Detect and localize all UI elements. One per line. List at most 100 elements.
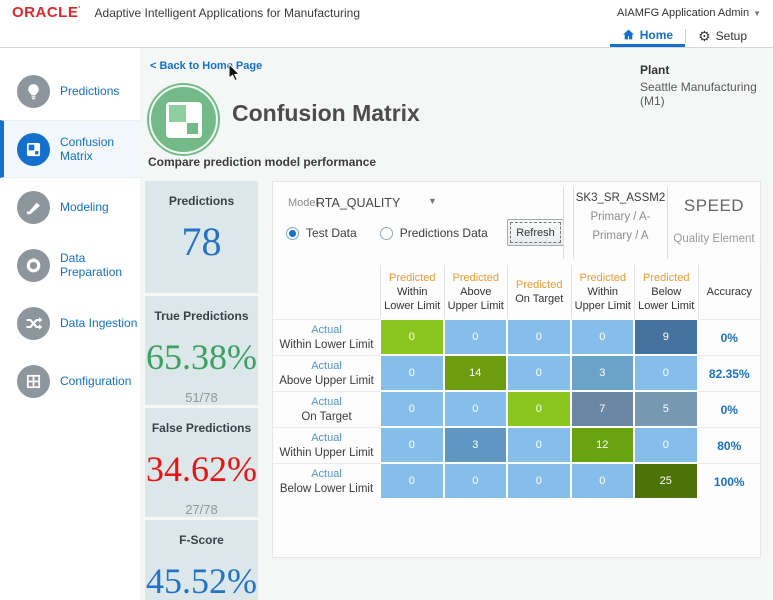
- stat-card-true-predictions: True Predictions 65.38% 51/78: [145, 296, 258, 405]
- stat-card-f-score: F-Score 45.52%: [145, 520, 258, 600]
- configuration-icon: [17, 364, 50, 398]
- matrix-cell-r1c5: 9: [634, 319, 698, 355]
- radio-test-data-label: Test Data: [306, 226, 357, 240]
- item-line2: Primary / A: [592, 230, 649, 242]
- sidebar-item-confusion-matrix[interactable]: Confusion Matrix: [0, 120, 140, 178]
- row-category: Above Upper Limit: [279, 374, 374, 387]
- accuracy-value-row1: 0%: [697, 319, 761, 355]
- confusion-matrix-panel: Model RTA_QUALITY ▼ Test Data Prediction…: [272, 181, 761, 558]
- model-label: Model: [288, 197, 318, 209]
- matrix-col-header-within-lower-limit: Predicted Within Lower Limit: [380, 265, 444, 319]
- accuracy-value-row4: 80%: [697, 427, 761, 463]
- modeling-icon: [17, 190, 50, 224]
- matrix-row-header-within-lower-limit: Actual Within Lower Limit: [273, 319, 380, 355]
- matrix-cell-r2c4: 3: [570, 355, 634, 391]
- tab-setup[interactable]: ⚙ Setup: [686, 25, 759, 47]
- tab-home-label: Home: [639, 27, 674, 42]
- model-select-value: RTA_QUALITY: [316, 196, 401, 210]
- tab-bar: Home ⚙ Setup: [0, 25, 773, 48]
- col-category: Within Upper Limit: [574, 286, 631, 312]
- col-category: Below Lower Limit: [638, 286, 695, 312]
- col-category: On Target: [515, 293, 564, 305]
- sidebar-item-data-ingestion[interactable]: Data Ingestion: [0, 294, 140, 352]
- sidebar-item-predictions[interactable]: Predictions: [0, 62, 140, 120]
- matrix-cell-r5c5: 25: [634, 463, 698, 499]
- quality-element-value: SPEED: [683, 196, 745, 215]
- actual-prefix: Actual: [311, 359, 342, 372]
- matrix-cell-r2c5: 0: [634, 355, 698, 391]
- matrix-cell-r1c4: 0: [570, 319, 634, 355]
- row-category: On Target: [301, 410, 352, 423]
- stat-fraction: 27/78: [185, 501, 218, 517]
- sidebar-item-configuration[interactable]: Configuration: [0, 352, 140, 410]
- matrix-cell-r4c4: 12: [570, 427, 634, 463]
- tab-setup-label: Setup: [715, 29, 747, 43]
- refresh-button[interactable]: Refresh: [507, 219, 564, 246]
- stat-value: 45.52%: [146, 561, 257, 600]
- quality-element-info: SPEED Quality Element: [667, 196, 761, 245]
- accuracy-value-row5: 100%: [697, 463, 761, 499]
- sidebar-item-label: Configuration: [60, 374, 132, 388]
- user-menu[interactable]: AIAMFG Application Admin ▼: [617, 6, 761, 19]
- predicted-prefix: Predicted: [452, 272, 499, 284]
- matrix-cell-r2c3: 0: [507, 355, 571, 391]
- matrix-row-header-within-upper-limit: Actual Within Upper Limit: [273, 427, 380, 463]
- sidebar-item-label: Predictions: [60, 84, 120, 98]
- chevron-down-icon: ▼: [428, 196, 437, 206]
- matrix-col-header-within-upper-limit: Predicted Within Upper Limit: [570, 265, 635, 319]
- stat-value: 65.38%: [146, 337, 257, 377]
- stat-value: 78: [181, 219, 222, 264]
- chevron-down-icon: ▼: [753, 8, 761, 18]
- back-to-home-link[interactable]: < Back to Home Page: [150, 60, 263, 72]
- data-source-radio-group: Test Data Predictions Data: [286, 226, 488, 240]
- model-select[interactable]: RTA_QUALITY ▼: [316, 194, 441, 212]
- matrix-cell-r4c5: 0: [634, 427, 698, 463]
- item-name: SK3_SR_ASSM2: [575, 192, 666, 204]
- radio-test-data[interactable]: Test Data: [286, 226, 357, 240]
- gear-icon: ⚙: [698, 28, 711, 44]
- page-title: Confusion Matrix: [232, 100, 420, 126]
- matrix-cell-r4c2: 3: [443, 427, 507, 463]
- plant-info: Plant Seattle Manufacturing (M1): [640, 63, 773, 108]
- matrix-cell-r5c1: 0: [380, 463, 444, 499]
- item-line1: Primary / A-: [590, 211, 651, 223]
- sidebar-item-data-preparation[interactable]: Data Preparation: [0, 236, 140, 294]
- matrix-cell-r5c4: 0: [570, 463, 634, 499]
- col-category: Above Upper Limit: [447, 286, 504, 312]
- app-title: Adaptive Intelligent Applications for Ma…: [94, 5, 361, 20]
- matrix-cell-r3c3: 0: [507, 391, 571, 427]
- page-subtitle: Compare prediction model performance: [148, 155, 377, 169]
- matrix-cell-r3c1: 0: [380, 391, 444, 427]
- confusion-matrix-hero-icon: [147, 83, 220, 156]
- matrix-col-header-above-upper-limit: Predicted Above Upper Limit: [443, 265, 508, 319]
- matrix-cell-r4c3: 0: [507, 427, 571, 463]
- accuracy-value-row3: 0%: [697, 391, 761, 427]
- stat-label: False Predictions: [151, 421, 252, 435]
- sidebar-item-modeling[interactable]: Modeling: [0, 178, 140, 236]
- stat-card-predictions: Predictions 78: [145, 181, 258, 293]
- sidebar: Predictions Confusion Matrix Modeling Data …: [0, 48, 140, 600]
- radio-selected-icon: [286, 226, 299, 240]
- radio-unselected-icon: [379, 226, 393, 240]
- matrix-cell-r5c2: 0: [443, 463, 507, 499]
- divider: [563, 187, 564, 259]
- matrix-cell-r3c5: 5: [634, 391, 698, 427]
- tab-home[interactable]: Home: [609, 25, 686, 47]
- row-category: Within Lower Limit: [279, 338, 374, 351]
- data-preparation-icon: [17, 248, 50, 282]
- matrix-row-header-on-target: Actual On Target: [273, 391, 380, 427]
- plant-value: Seattle Manufacturing (M1): [640, 80, 757, 108]
- matrix-cell-r2c1: 0: [380, 355, 444, 391]
- matrix-col-header-on-target: Predicted On Target: [507, 265, 571, 319]
- matrix-cell-r1c3: 0: [507, 319, 571, 355]
- accuracy-header-label: Accuracy: [706, 286, 752, 298]
- matrix-row-header-above-upper-limit: Actual Above Upper Limit: [273, 355, 380, 391]
- sidebar-item-label: Data Preparation: [60, 251, 123, 279]
- col-category: Within Lower Limit: [384, 286, 441, 312]
- predicted-prefix: Predicted: [389, 272, 436, 284]
- sidebar-item-label: Confusion Matrix: [60, 135, 115, 163]
- matrix-col-header-accuracy: Accuracy: [697, 265, 761, 319]
- matrix-cell-r5c3: 0: [507, 463, 571, 499]
- radio-predictions-data[interactable]: Predictions Data: [379, 226, 488, 240]
- matrix-row-header-below-lower-limit: Actual Below Lower Limit: [273, 463, 380, 499]
